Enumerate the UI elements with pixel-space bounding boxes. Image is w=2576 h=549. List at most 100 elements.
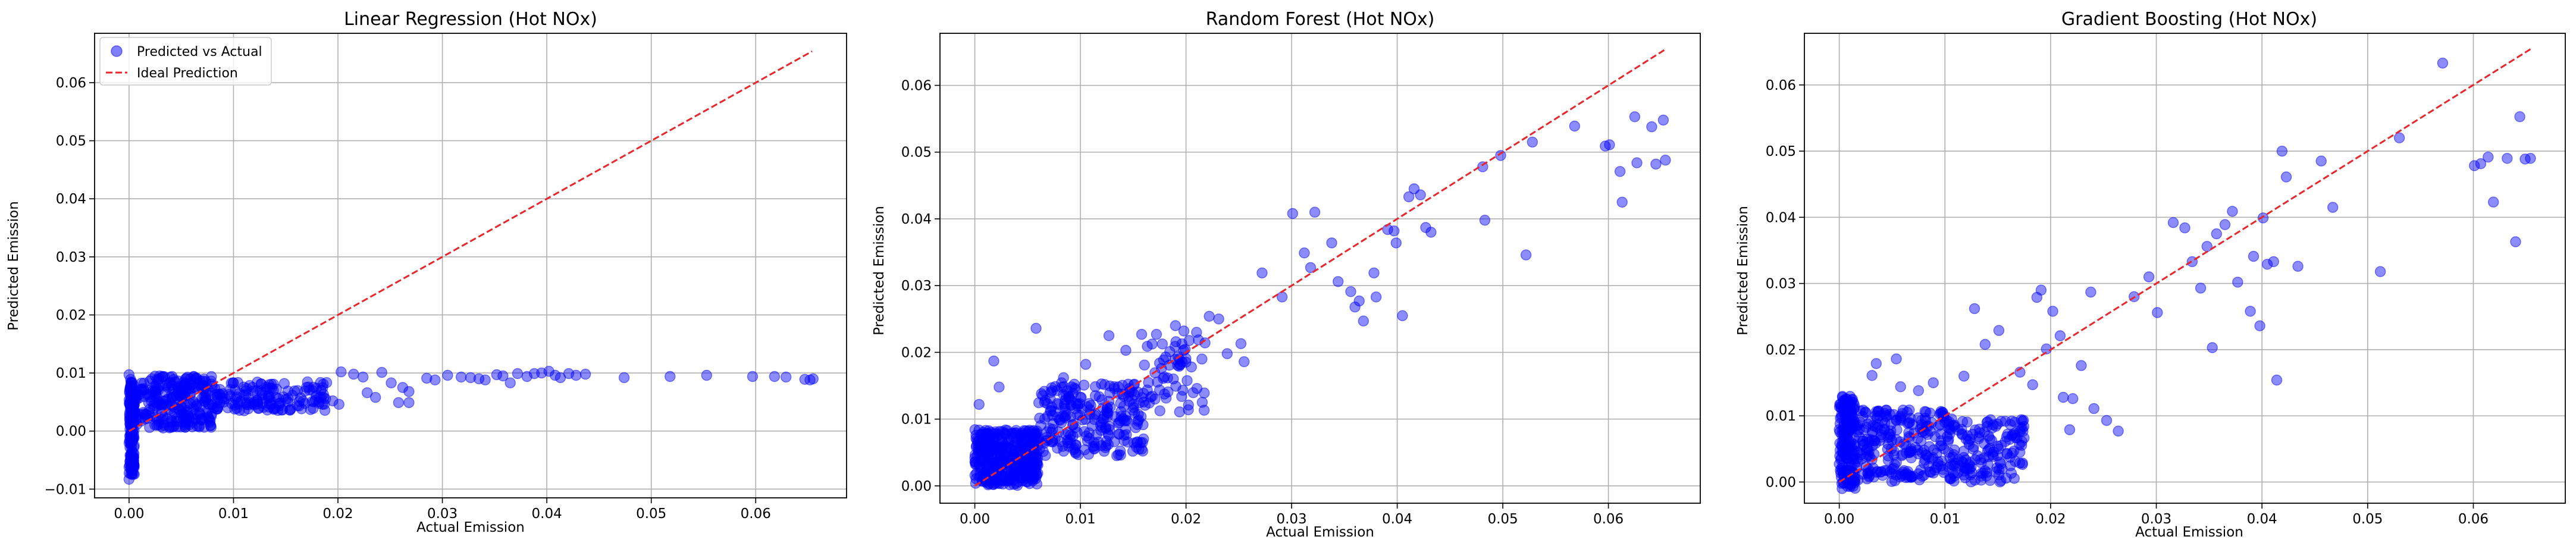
y-tick-label: 0.05 [56,134,86,149]
scatter-point [149,419,161,431]
scatter-point [1016,431,1027,442]
x-tick-label: 0.00 [960,512,990,527]
scatter-point [205,422,217,433]
scatter-point [212,403,223,415]
scatter-point [2254,320,2265,331]
scatter-point [1299,247,1310,259]
x-tick-label: 0.01 [218,506,249,522]
x-tick-label: 0.05 [636,506,666,522]
x-tick-label: 0.01 [1930,512,1960,527]
x-tick-label: 0.04 [2247,512,2277,527]
x-tick-label: 0.06 [2458,512,2489,527]
scatter-point [1345,286,1356,297]
plot-area: 0.00 0.01 0.02 0.03 0.04 0.05 0.06 0.00 0.01 0.02… [1766,33,2566,527]
scatter-point [2054,330,2066,341]
scatter-point [206,371,217,382]
scatter-point [1086,420,1098,431]
scatter-point [393,397,405,409]
scatter-point [1941,431,1953,443]
scatter-point [1213,313,1224,325]
scatter-point [2327,202,2339,213]
scatter-point [125,450,137,461]
scatter-point [136,378,147,389]
scatter-point [123,473,135,485]
scatter-point [1035,420,1046,431]
scatter-point [144,375,156,387]
scatter-point [130,392,142,404]
scatter-point [1958,446,1970,457]
scatter-point [442,369,453,381]
x-tick-label: 0.04 [532,506,562,522]
scatter-point [166,388,177,400]
x-tick-label: 0.00 [114,506,144,522]
axes-frame [94,33,847,498]
scatter-point [1118,400,1130,412]
y-tick-label: 0.03 [1766,277,1796,292]
scatter-point [318,388,329,400]
scatter-point [173,404,184,415]
scatter-point [1016,459,1027,471]
scatter-point [1915,464,1926,476]
scatter-point [1862,443,1873,454]
scatter-point [212,391,223,402]
scatter-point [1104,387,1115,399]
scatter-point [1495,150,1506,161]
scatter-point [780,371,792,383]
panel-gradient-boosting: Gradient Boosting (Hot NOx) Predicted Em… [1735,9,2566,540]
scatter-point [188,396,199,407]
scatter-point [397,382,409,393]
scatter-point [232,397,244,409]
scatter-point [1080,430,1092,442]
scatter-point [1353,295,1365,307]
scatter-point [1969,424,1981,435]
scatter-point [1888,409,1900,421]
scatter-point [1837,447,1848,458]
scatter-point [2393,132,2405,144]
scatter-point [128,441,140,453]
scatter-point [2088,403,2099,415]
scatter-point [191,399,202,410]
chart-title: Random Forest (Hot NOx) [1206,9,1435,30]
scatter-point [1995,440,2007,451]
y-tick-label: 0.04 [901,212,932,227]
scatter-point [2248,250,2260,262]
scatter-point [1309,206,1321,218]
x-tick-label: 0.01 [1065,512,1095,527]
scatter-point [2101,415,2113,426]
scatter-point [1052,412,1064,423]
scatter-point [1068,382,1080,394]
scatter-point [1969,303,1980,315]
y-tick-label: 0.05 [1766,144,1796,159]
chart-title: Gradient Boosting (Hot NOx) [2061,9,2317,30]
scatter-point [2207,342,2218,353]
scatter-point [1358,315,1370,327]
scatter-point [2271,374,2283,386]
scatter-point [1051,385,1063,396]
scatter-point [1657,114,1669,126]
legend-frame [99,37,272,86]
scatter-point [550,369,561,381]
scatter-point [981,467,992,479]
x-tick-label: 0.03 [2141,512,2171,527]
scatter-point [2014,447,2026,458]
scatter-point [1993,325,2005,336]
scatter-point [1928,377,1939,388]
scatter-point [1020,425,1032,437]
scatter-point [2280,171,2292,183]
scatter-point [170,376,181,388]
scatter-point [988,355,999,367]
scatter-point [2315,155,2327,167]
scatter-point [1287,208,1299,219]
scatter-point [1160,352,1171,363]
scatter-point [1142,341,1153,352]
scatter-point [1170,381,1182,392]
y-tick-label: 0.01 [1766,409,1796,424]
scatter-point [1146,390,1158,402]
x-axis-label: Actual Emission [1266,525,1374,540]
scatter-point [1191,327,1202,338]
ideal-prediction-line [974,48,1666,487]
scatter-point [261,381,272,393]
scatter-point [2211,228,2223,240]
scatter-point [1479,215,1491,226]
y-tick-label: 0.04 [1766,210,1796,225]
